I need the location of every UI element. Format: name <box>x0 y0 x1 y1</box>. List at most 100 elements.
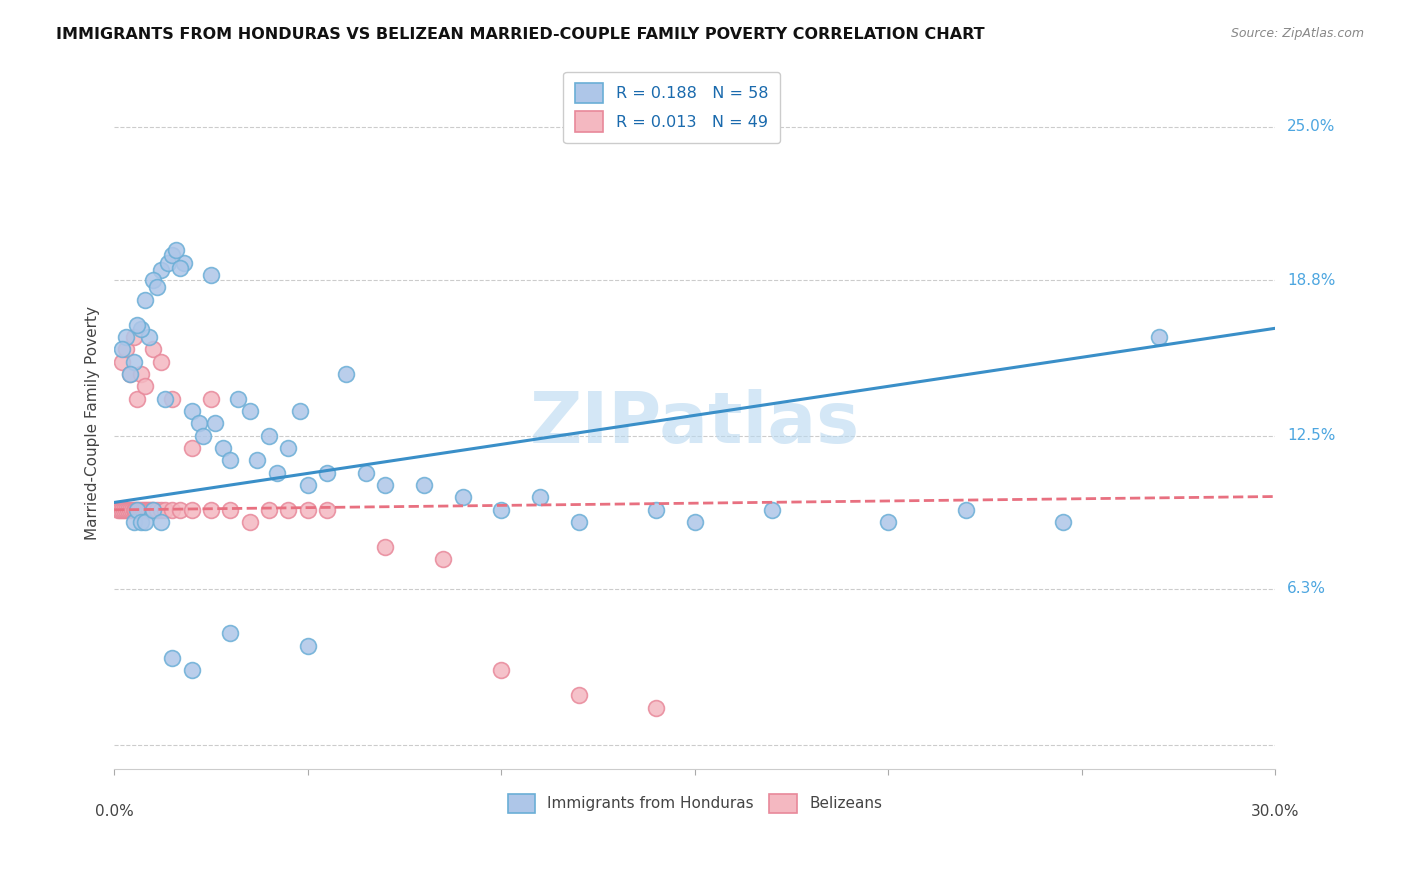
Text: IMMIGRANTS FROM HONDURAS VS BELIZEAN MARRIED-COUPLE FAMILY POVERTY CORRELATION C: IMMIGRANTS FROM HONDURAS VS BELIZEAN MAR… <box>56 27 984 42</box>
Point <box>114 330 136 344</box>
Point <box>200 392 222 406</box>
Point <box>124 503 146 517</box>
Point <box>193 428 215 442</box>
Point <box>128 503 150 517</box>
Point <box>219 626 242 640</box>
Point <box>374 478 396 492</box>
Point <box>288 404 311 418</box>
Point <box>645 700 668 714</box>
Point <box>149 515 172 529</box>
Point <box>142 503 165 517</box>
Point <box>138 503 160 517</box>
Point <box>335 367 357 381</box>
Point <box>180 404 202 418</box>
Point <box>239 404 262 418</box>
Point <box>157 256 180 270</box>
Point <box>165 244 187 258</box>
Point <box>117 503 139 517</box>
Point <box>149 263 172 277</box>
Point <box>127 392 149 406</box>
Point <box>162 248 184 262</box>
Point <box>219 503 242 517</box>
Point <box>277 503 299 517</box>
Point <box>491 664 513 678</box>
Point <box>122 503 145 517</box>
Text: 0.0%: 0.0% <box>94 804 134 819</box>
Point <box>432 552 454 566</box>
Point <box>162 651 184 665</box>
Point <box>129 367 152 381</box>
Point <box>180 664 202 678</box>
Point <box>129 503 152 517</box>
Point <box>146 280 169 294</box>
Point <box>266 466 288 480</box>
Point <box>568 688 591 702</box>
Point <box>451 491 474 505</box>
Point <box>111 354 134 368</box>
Point <box>153 503 176 517</box>
Point <box>1149 330 1171 344</box>
Point <box>127 318 149 332</box>
Point <box>239 515 262 529</box>
Point <box>127 503 149 517</box>
Text: 6.3%: 6.3% <box>1286 582 1326 597</box>
Point <box>200 503 222 517</box>
Text: Source: ZipAtlas.com: Source: ZipAtlas.com <box>1230 27 1364 40</box>
Point <box>129 322 152 336</box>
Point <box>139 503 162 517</box>
Point <box>211 441 233 455</box>
Point <box>169 260 191 275</box>
Point <box>374 540 396 554</box>
Point <box>149 503 172 517</box>
Point <box>568 515 591 529</box>
Point <box>257 503 280 517</box>
Point <box>112 503 135 517</box>
Point <box>142 503 165 517</box>
Point <box>107 503 129 517</box>
Point <box>108 503 131 517</box>
Point <box>316 503 339 517</box>
Point <box>136 503 159 517</box>
Point <box>877 515 900 529</box>
Point <box>129 515 152 529</box>
Point <box>153 392 176 406</box>
Point <box>226 392 249 406</box>
Text: 25.0%: 25.0% <box>1286 120 1336 135</box>
Text: 30.0%: 30.0% <box>1251 804 1299 819</box>
Point <box>645 503 668 517</box>
Point <box>297 478 319 492</box>
Point <box>146 503 169 517</box>
Point <box>180 441 202 455</box>
Point <box>180 503 202 517</box>
Point <box>114 343 136 357</box>
Point <box>257 428 280 442</box>
Point <box>316 466 339 480</box>
Point <box>142 273 165 287</box>
Point <box>761 503 783 517</box>
Point <box>121 503 143 517</box>
Point <box>169 503 191 517</box>
Point <box>149 354 172 368</box>
Point <box>188 417 211 431</box>
Y-axis label: Married-Couple Family Poverty: Married-Couple Family Poverty <box>86 306 100 541</box>
Text: 12.5%: 12.5% <box>1286 428 1336 443</box>
Point <box>162 392 184 406</box>
Text: ZIPatlas: ZIPatlas <box>530 389 860 458</box>
Point <box>122 330 145 344</box>
Point <box>122 354 145 368</box>
Point <box>111 503 134 517</box>
Legend: Immigrants from Honduras, Belizeans: Immigrants from Honduras, Belizeans <box>496 783 893 824</box>
Point <box>529 491 551 505</box>
Point <box>354 466 377 480</box>
Point <box>118 503 141 517</box>
Point <box>138 330 160 344</box>
Text: 18.8%: 18.8% <box>1286 273 1336 287</box>
Point <box>118 367 141 381</box>
Point <box>683 515 706 529</box>
Point <box>142 343 165 357</box>
Point <box>246 453 269 467</box>
Point <box>122 515 145 529</box>
Point <box>200 268 222 282</box>
Point <box>134 503 156 517</box>
Point <box>297 503 319 517</box>
